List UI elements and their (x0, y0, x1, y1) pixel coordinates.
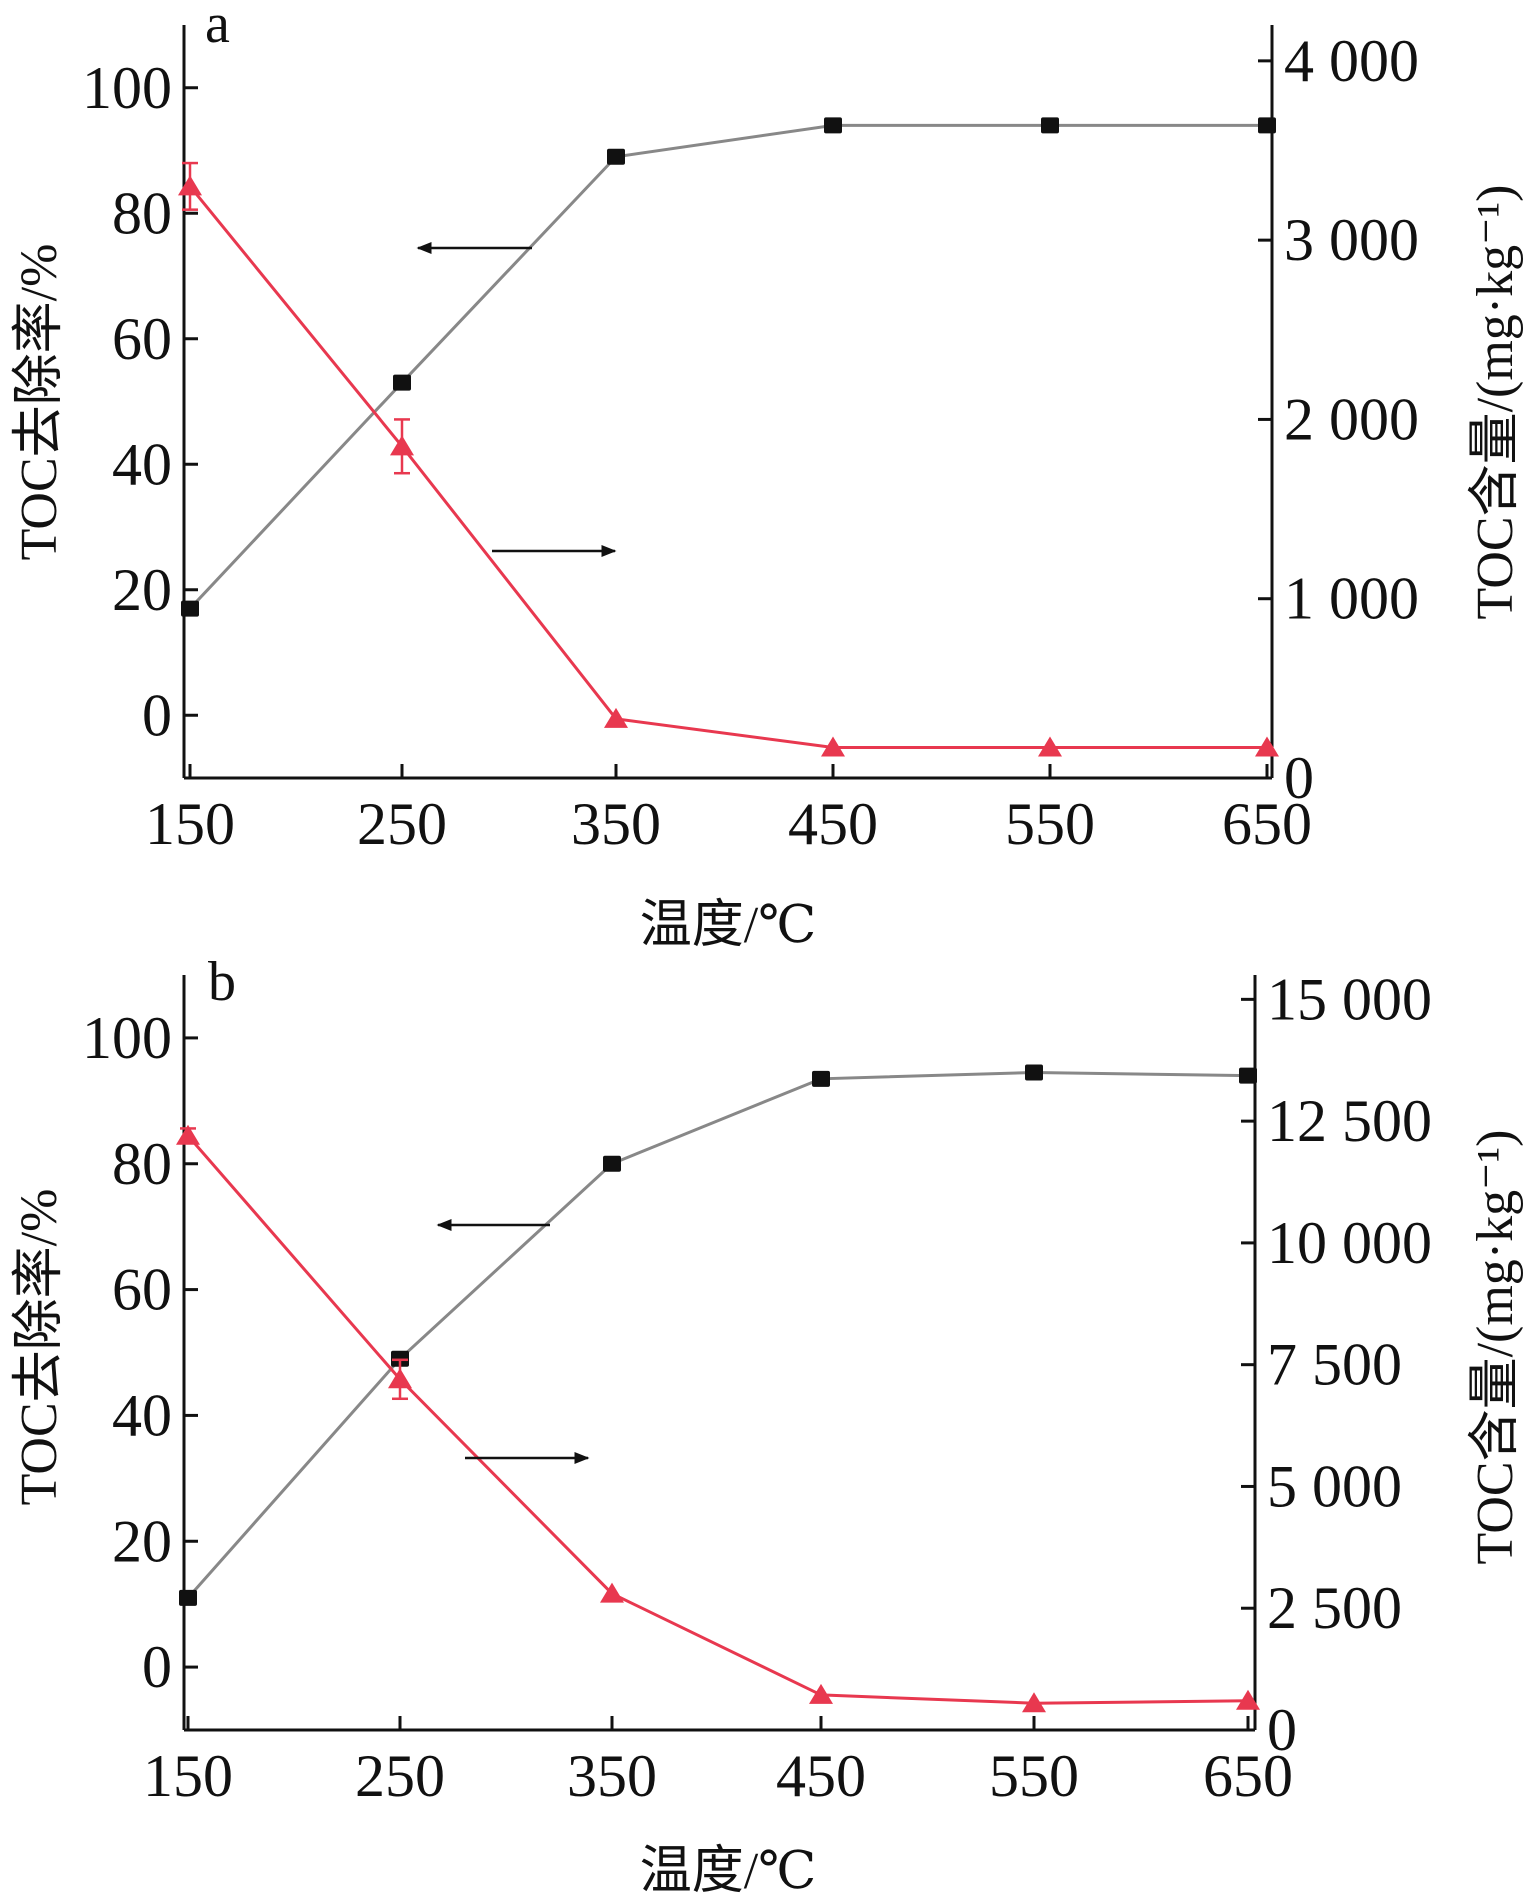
panel-b-left-ticks: 0 20 40 60 80 100 (82, 1005, 198, 1700)
panel-b-right-ticks: 0 2 500 5 000 7 500 10 000 12 500 15 000 (1241, 966, 1432, 1763)
panel-a-chart: a 0 20 40 60 80 100 0 1 000 2 000 3 000 4 000 150… (11, 0, 1524, 954)
panel-a-x-tick-label: 250 (357, 791, 447, 857)
panel-b-letter: b (208, 951, 236, 1013)
panel-a-left-tick-label: 80 (112, 180, 172, 246)
panel-a-x-axis-title: 温度/℃ (640, 897, 817, 954)
panel-b-right-tick-label: 10 000 (1267, 1210, 1432, 1276)
panel-a-toc-content-line (188, 185, 1267, 750)
panel-b-removal-rate-point (603, 1155, 621, 1172)
panel-a-removal-rate-point (607, 148, 625, 165)
panel-b-removal-rate-point (812, 1070, 830, 1087)
panel-b-x-tick-label: 550 (989, 1743, 1079, 1809)
panel-b-toc-content-point (600, 1582, 624, 1603)
panel-b-x-tick-label: 450 (776, 1743, 866, 1809)
panel-a-x-tick-label: 350 (571, 791, 661, 857)
panel-b-right-axis-title: TOC含量/(mg·kg⁻¹) (1467, 1130, 1524, 1565)
panel-a-x-tick-label: 150 (145, 791, 235, 857)
panel-a-removal-rate-point (1041, 117, 1059, 134)
panel-b-left-tick-label: 100 (82, 1005, 172, 1071)
panel-b-chart: b 0 20 40 60 80 100 0 2 500 5 000 7 500 10 000 12 … (11, 951, 1524, 1900)
panel-b-x-tick-label: 150 (143, 1743, 233, 1809)
panel-a-removal-rate-point (393, 374, 411, 391)
panel-b-right-tick-label: 15 000 (1267, 966, 1432, 1032)
panel-a-toc-content-point (604, 707, 628, 728)
panel-a-right-tick-label: 0 (1284, 745, 1314, 811)
panel-b-toc-content-point (176, 1124, 200, 1145)
panel-b-right-tick-label: 12 500 (1267, 1088, 1432, 1154)
panel-b-x-tick-label: 250 (355, 1743, 445, 1809)
panel-a-toc-content-point (1255, 736, 1279, 757)
panel-a-right-ticks: 0 1 000 2 000 3 000 4 000 (1258, 28, 1419, 811)
panel-a-right-axis-title: TOC含量/(mg·kg⁻¹) (1467, 185, 1524, 620)
panel-b-left-tick-label: 60 (112, 1257, 172, 1323)
panel-a-left-tick-label: 60 (112, 306, 172, 372)
panel-a-removal-rate-point (824, 117, 842, 134)
panel-b-right-tick-label: 2 500 (1267, 1575, 1402, 1641)
panel-b-left-tick-label: 0 (142, 1634, 172, 1700)
panel-a-right-tick-label: 1 000 (1284, 566, 1419, 632)
panel-a-toc-content-point (821, 736, 845, 757)
panel-b-removal-rate-point (1239, 1067, 1257, 1084)
panel-b-toc-content-point (1022, 1692, 1046, 1713)
panel-b-right-tick-label: 5 000 (1267, 1453, 1402, 1519)
panel-b-x-tick-label: 650 (1203, 1743, 1293, 1809)
panel-a-right-tick-label: 4 000 (1284, 28, 1419, 94)
panel-a-removal-rate-point (1258, 117, 1276, 134)
panel-a-left-ticks: 0 20 40 60 80 100 (82, 55, 198, 748)
panel-a-x-tick-label: 550 (1005, 791, 1095, 857)
panel-b-toc-content-point (1236, 1689, 1260, 1710)
panel-a-x-ticks: 150 250 350 450 550 650 (145, 764, 1312, 857)
panel-a-x-tick-label: 450 (788, 791, 878, 857)
panel-b-right-tick-label: 0 (1267, 1697, 1297, 1763)
panel-a-left-axis-title: TOC去除率/% (11, 244, 68, 561)
panel-b-x-ticks: 150 250 350 450 550 650 (143, 1716, 1293, 1809)
panel-b-right-tick-label: 7 500 (1267, 1332, 1402, 1398)
panel-a-toc-content-point (178, 175, 202, 196)
panel-a-right-tick-label: 3 000 (1284, 207, 1419, 273)
panel-b-removal-rate-point (179, 1589, 197, 1606)
panel-b-x-tick-label: 350 (567, 1743, 657, 1809)
panel-a-left-tick-label: 20 (112, 557, 172, 623)
panel-a-left-tick-label: 100 (82, 55, 172, 121)
panel-a-removal-rate-point (181, 600, 199, 617)
panel-b-toc-content-point (809, 1683, 833, 1704)
panel-b-left-axis-title: TOC去除率/% (11, 1189, 68, 1506)
panel-b-toc-content-line (186, 1134, 1249, 1705)
panel-a-letter: a (205, 0, 230, 55)
panel-b-left-tick-label: 20 (112, 1508, 172, 1574)
panel-b-toc-content-series (176, 1124, 1260, 1713)
panel-a-removal-rate-line (188, 123, 1267, 610)
panel-a-left-tick-label: 40 (112, 431, 172, 497)
panel-b-removal-rate-point (1025, 1064, 1043, 1081)
panel-a-x-tick-label: 650 (1222, 791, 1312, 857)
panel-b-removal-rate-series (179, 1064, 1257, 1606)
panel-b-left-tick-label: 80 (112, 1131, 172, 1197)
panel-b-toc-content-point (388, 1368, 412, 1389)
panel-a-left-tick-label: 0 (142, 682, 172, 748)
panel-b-left-tick-label: 40 (112, 1382, 172, 1448)
panel-b-x-axis-title: 温度/℃ (640, 1843, 817, 1900)
panel-a-right-tick-label: 2 000 (1284, 386, 1419, 452)
panel-a-toc-content-series (178, 161, 1279, 757)
panel-a-removal-rate-series (181, 117, 1276, 617)
panel-a-toc-content-point (390, 435, 414, 456)
panel-a-toc-content-point (1038, 736, 1062, 757)
panel-b-removal-rate-line (186, 1071, 1249, 1599)
